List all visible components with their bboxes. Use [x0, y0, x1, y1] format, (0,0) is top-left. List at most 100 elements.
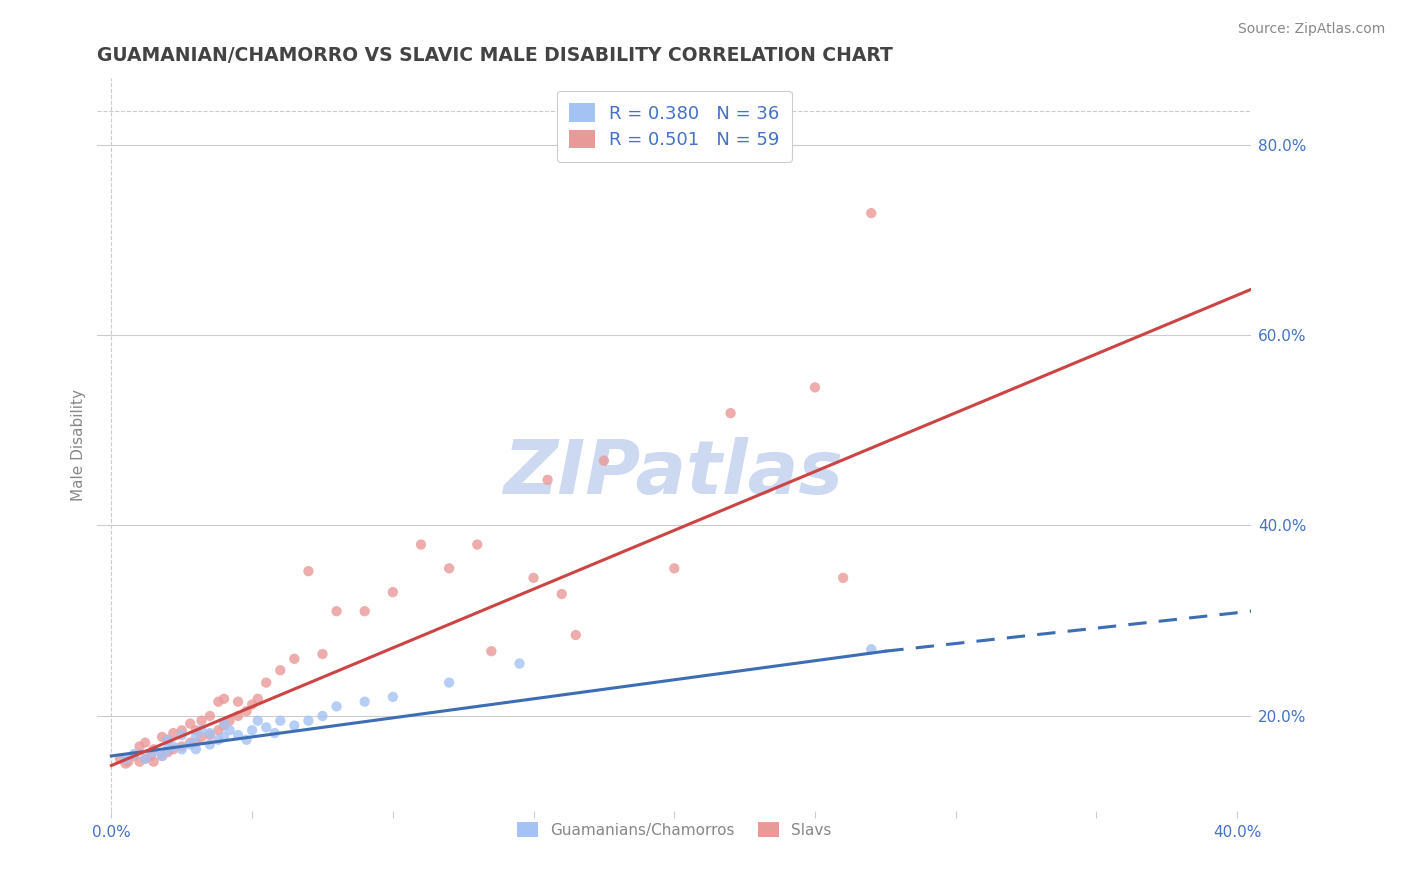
Point	[381, 585, 404, 599]
Point	[381, 690, 404, 704]
Point	[297, 714, 319, 728]
Point	[218, 723, 240, 738]
Point	[184, 730, 207, 744]
Point	[156, 732, 179, 747]
Point	[128, 755, 150, 769]
Point	[508, 657, 530, 671]
Point	[246, 691, 269, 706]
Point	[479, 644, 502, 658]
Point	[184, 723, 207, 738]
Point	[353, 604, 375, 618]
Point	[311, 709, 333, 723]
Point	[226, 728, 249, 742]
Point	[179, 716, 201, 731]
Point	[409, 537, 432, 551]
Point	[190, 730, 212, 744]
Point	[198, 738, 221, 752]
Point	[536, 473, 558, 487]
Point	[198, 728, 221, 742]
Point	[122, 747, 145, 761]
Text: GUAMANIAN/CHAMORRO VS SLAVIC MALE DISABILITY CORRELATION CHART: GUAMANIAN/CHAMORRO VS SLAVIC MALE DISABI…	[97, 46, 893, 65]
Point	[134, 752, 156, 766]
Text: Source: ZipAtlas.com: Source: ZipAtlas.com	[1237, 22, 1385, 37]
Point	[207, 723, 229, 738]
Point	[198, 726, 221, 740]
Point	[437, 561, 460, 575]
Point	[142, 742, 165, 756]
Point	[156, 745, 179, 759]
Point	[150, 748, 173, 763]
Point	[720, 406, 742, 420]
Point	[198, 709, 221, 723]
Point	[207, 695, 229, 709]
Point	[269, 714, 291, 728]
Point	[246, 714, 269, 728]
Point	[664, 561, 686, 575]
Point	[212, 730, 235, 744]
Point	[593, 454, 616, 468]
Point	[325, 699, 347, 714]
Point	[212, 716, 235, 731]
Point	[156, 742, 179, 756]
Point	[108, 752, 131, 766]
Legend: Guamanians/Chamorros, Slavs: Guamanians/Chamorros, Slavs	[510, 815, 838, 844]
Point	[190, 714, 212, 728]
Point	[565, 628, 588, 642]
Point	[218, 714, 240, 728]
Point	[437, 675, 460, 690]
Point	[235, 704, 257, 718]
Point	[142, 745, 165, 759]
Point	[804, 380, 827, 394]
Point	[170, 723, 193, 738]
Point	[254, 720, 277, 734]
Point	[179, 738, 201, 752]
Point	[353, 695, 375, 709]
Point	[212, 718, 235, 732]
Y-axis label: Male Disability: Male Disability	[72, 389, 86, 500]
Point	[522, 571, 544, 585]
Point	[551, 587, 574, 601]
Point	[212, 691, 235, 706]
Point	[114, 756, 136, 771]
Point	[139, 748, 162, 763]
Point	[240, 723, 263, 738]
Point	[263, 726, 285, 740]
Point	[325, 604, 347, 618]
Point	[150, 748, 173, 763]
Point	[860, 642, 883, 657]
Point	[117, 755, 139, 769]
Point	[128, 739, 150, 754]
Text: ZIPatlas: ZIPatlas	[505, 437, 844, 510]
Point	[283, 652, 305, 666]
Point	[226, 695, 249, 709]
Point	[860, 206, 883, 220]
Point	[114, 752, 136, 766]
Point	[134, 752, 156, 766]
Point	[269, 663, 291, 677]
Point	[235, 732, 257, 747]
Point	[297, 564, 319, 578]
Point	[170, 728, 193, 742]
Point	[170, 742, 193, 756]
Point	[226, 709, 249, 723]
Point	[240, 698, 263, 712]
Point	[162, 726, 184, 740]
Point	[134, 736, 156, 750]
Point	[122, 748, 145, 763]
Point	[190, 723, 212, 738]
Point	[170, 739, 193, 754]
Point	[832, 571, 855, 585]
Point	[184, 736, 207, 750]
Point	[184, 742, 207, 756]
Point	[156, 732, 179, 747]
Point	[179, 736, 201, 750]
Point	[162, 739, 184, 754]
Point	[162, 742, 184, 756]
Point	[254, 675, 277, 690]
Point	[142, 755, 165, 769]
Point	[150, 730, 173, 744]
Point	[283, 718, 305, 732]
Point	[311, 647, 333, 661]
Point	[207, 732, 229, 747]
Point	[465, 537, 488, 551]
